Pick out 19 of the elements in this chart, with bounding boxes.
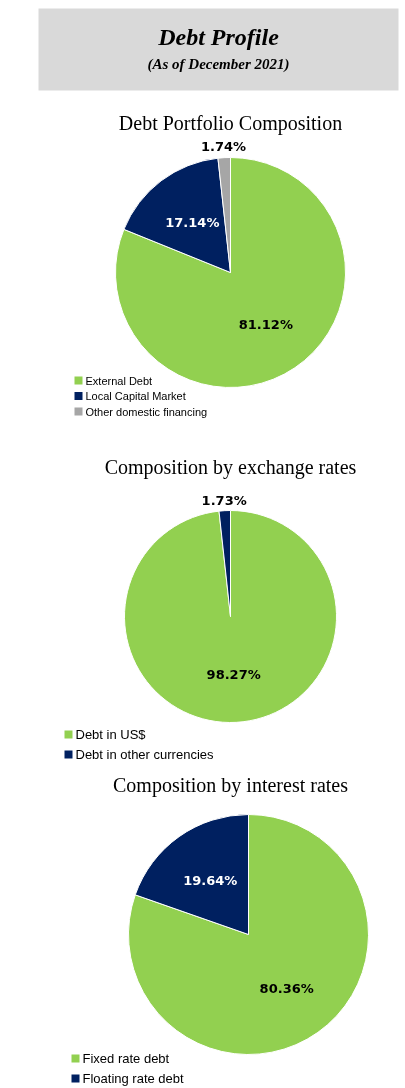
legend-label: Other domestic financing (85, 405, 208, 418)
data-label: 19.64% (183, 873, 238, 889)
data-label: 17.14% (165, 214, 220, 230)
legend-label: Debt in other currencies (75, 747, 215, 762)
legend-label: Fixed rate debt (82, 1051, 170, 1066)
data-label: 98.27% (206, 667, 261, 683)
legend-label: External Debt (85, 374, 153, 387)
chart-title: Debt Portfolio Composition (118, 111, 343, 135)
chart-title: Composition by interest rates (113, 773, 349, 797)
data-label: 80.36% (259, 980, 314, 996)
data-label: 81.12% (238, 317, 293, 333)
chart-title: Composition by exchange rates (104, 455, 357, 479)
data-label: 1.74% (201, 138, 247, 154)
text: (As of December 2021) (147, 55, 290, 73)
text: Debt Profile (157, 23, 280, 50)
legend-label: Local Capital Market (85, 390, 186, 402)
data-label: 1.73% (201, 492, 247, 508)
legend-label: Floating rate debt (82, 1071, 185, 1086)
legend-label: Debt in US$ (75, 727, 147, 742)
